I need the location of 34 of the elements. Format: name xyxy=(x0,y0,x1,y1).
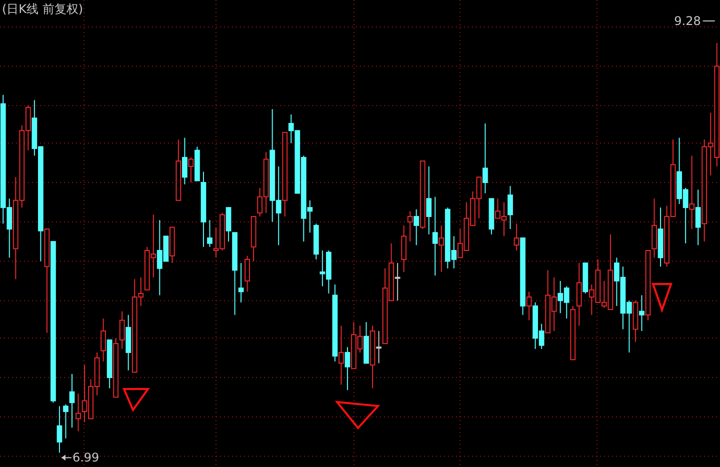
candlestick xyxy=(200,171,206,248)
candlestick xyxy=(407,210,413,242)
candlestick xyxy=(238,262,244,303)
candlestick xyxy=(426,166,432,235)
candlestick xyxy=(576,262,582,326)
chart-title: (日K线 前复权) xyxy=(2,2,84,16)
candlestick xyxy=(332,284,338,362)
candlestick xyxy=(508,186,513,230)
candlestick xyxy=(100,318,106,362)
candlestick xyxy=(695,189,701,246)
candlestick xyxy=(76,393,81,432)
candlestick xyxy=(652,198,657,258)
candlestick xyxy=(338,325,344,386)
candlestick xyxy=(56,406,62,454)
candlestick xyxy=(514,223,520,251)
candlestick xyxy=(689,155,695,230)
candlestick xyxy=(401,224,407,272)
candlestick xyxy=(394,262,400,302)
candlestick xyxy=(639,294,644,332)
candlestick xyxy=(526,291,532,321)
candlestick xyxy=(119,310,125,350)
candlestick xyxy=(344,346,350,391)
candlestick xyxy=(376,330,382,364)
candlestick xyxy=(182,137,188,185)
candlestick xyxy=(126,314,132,371)
candlestick xyxy=(482,122,488,194)
annotation: 9.28 xyxy=(674,14,701,28)
candlestick xyxy=(658,207,664,268)
candlestick xyxy=(414,208,420,246)
annotation: 6.99 xyxy=(72,450,100,465)
candlestick xyxy=(438,224,444,272)
candlestick xyxy=(69,373,75,428)
candlestick xyxy=(432,196,438,276)
candlestick xyxy=(370,325,376,389)
